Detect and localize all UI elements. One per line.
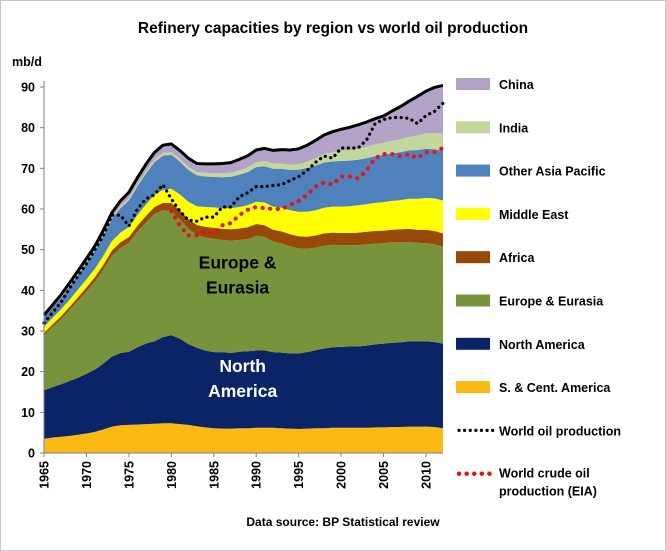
legend-label-europe-eurasia: Europe & Eurasia [499, 295, 604, 309]
total-capacity-outline [42, 83, 444, 317]
area-africa [44, 202, 443, 336]
x-tick-label: 1985 [207, 461, 221, 489]
legend-swatch-europe-eurasia [456, 294, 490, 307]
region-annotations: Europe & Eurasia North America [199, 252, 278, 401]
x-tick-label: 1990 [250, 461, 264, 489]
legend-label-africa: Africa [499, 251, 535, 265]
legend-swatch-s-cent-america [456, 381, 490, 394]
annotation-label: North [219, 356, 266, 376]
y-axis-unit-label: mb/d [12, 55, 42, 69]
annotation-label: America [208, 381, 277, 401]
legend-label-middle-east: Middle East [499, 208, 569, 222]
x-tick-label: 2010 [420, 461, 434, 489]
y-tick-label: 30 [21, 325, 35, 339]
legend-swatch-africa [456, 251, 490, 264]
x-tick-label: 2005 [377, 461, 391, 489]
y-tick-label: 40 [21, 284, 35, 298]
legend-label-india: India [499, 121, 529, 135]
legend-label-world-oil-production: World oil production [499, 424, 621, 438]
y-tick-label: 70 [21, 162, 35, 176]
stacked-areas [42, 83, 444, 453]
area-other-asia-pacific [44, 148, 443, 327]
area-s-cent-america [44, 423, 443, 453]
legend-swatch-other-asia-pacific [456, 164, 490, 177]
area-north-america [44, 335, 443, 439]
line-world-crude-oil-production-eia [169, 145, 446, 238]
area-middle-east [44, 188, 443, 333]
area-china [44, 85, 443, 317]
line-world-oil-production [42, 101, 445, 325]
x-tick-label: 1980 [165, 461, 179, 489]
area-india [44, 133, 443, 318]
y-tick-label: 0 [28, 447, 35, 461]
y-tick-label: 90 [21, 81, 35, 95]
x-tick-label: 1995 [292, 461, 306, 489]
x-tick-label: 2000 [335, 461, 349, 489]
source-note: Data source: BP Statistical review [246, 515, 440, 529]
annotation-label: Europe & [199, 252, 277, 272]
legend-label-s-cent-america: S. & Cent. America [499, 381, 611, 395]
y-tick-label: 20 [21, 365, 35, 379]
legend-label-other-asia-pacific: Other Asia Pacific [499, 165, 606, 179]
chart-title: Refinery capacities by region vs world o… [138, 20, 528, 37]
legend-swatch-india [456, 121, 490, 134]
y-tick-label: 80 [21, 121, 35, 135]
x-tick-label: 1975 [122, 461, 136, 489]
axes: 0 10 20 30 40 50 60 70 80 90 1965 1970 1975 1980 1985 1… [21, 81, 443, 489]
annotation-label: Eurasia [206, 277, 269, 297]
legend-label-world-crude-oil-production-eia: World crude oil production (EIA) [499, 467, 597, 499]
x-tick-label: 1965 [38, 461, 52, 489]
y-tick-label: 50 [21, 243, 35, 257]
legend-label-china: China [499, 78, 535, 92]
area-europe-eurasia [44, 210, 443, 391]
production-lines [42, 101, 446, 325]
legend-swatch-north-america [456, 337, 490, 350]
y-tick-label: 60 [21, 203, 35, 217]
legend-swatch-china [456, 78, 490, 90]
legend-swatch-middle-east [456, 207, 490, 220]
x-tick-label: 1970 [80, 461, 94, 489]
y-tick-label: 10 [21, 406, 35, 420]
legend: China India Other Asia Pacific Middle East A… [456, 78, 621, 499]
legend-label-north-america: North America [499, 338, 586, 352]
